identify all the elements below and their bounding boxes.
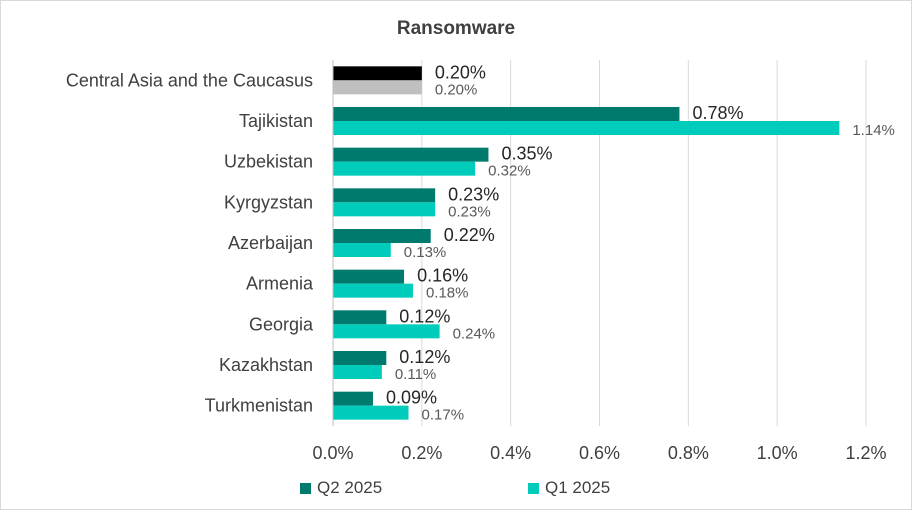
bar-q1 xyxy=(333,121,840,135)
bar-q2 xyxy=(333,229,431,243)
category-label: Tajikistan xyxy=(239,111,313,131)
data-label-q1: 0.20% xyxy=(435,81,478,98)
data-label-q1: 0.13% xyxy=(404,244,447,261)
data-label-q1: 0.18% xyxy=(426,285,469,302)
bar-q2 xyxy=(333,269,405,284)
data-label-q1: 1.14% xyxy=(852,122,895,139)
category-label: Georgia xyxy=(249,314,314,334)
bar-q1 xyxy=(333,283,413,298)
category-label: Central Asia and the Caucasus xyxy=(66,70,313,90)
data-label-q1: 0.24% xyxy=(453,325,496,342)
x-tick-label: 1.2% xyxy=(845,443,886,463)
bar-q1 xyxy=(333,243,391,257)
bar-q2 xyxy=(333,310,387,325)
category-label: Azerbaijan xyxy=(228,233,313,253)
bar-q2 xyxy=(333,391,373,406)
x-tick-label: 1.0% xyxy=(757,443,798,463)
bar-q2 xyxy=(333,107,680,121)
bar-q2 xyxy=(333,66,422,81)
x-tick-label: 0.8% xyxy=(668,443,709,463)
category-label: Armenia xyxy=(246,274,314,294)
x-tick-label: 0.4% xyxy=(490,443,531,463)
bar-q1 xyxy=(333,161,476,176)
chart-title: Ransomware xyxy=(396,18,516,39)
x-tick-label: 0.2% xyxy=(401,443,442,463)
data-label-q2: 0.78% xyxy=(692,103,743,123)
bar-q2 xyxy=(333,351,387,365)
category-label: Kazakhstan xyxy=(219,355,313,375)
data-label-q2: 0.20% xyxy=(435,62,486,82)
data-label-q2: 0.09% xyxy=(386,388,437,408)
legend-item-q2: Q2 2025 xyxy=(300,478,382,498)
legend-label-q1: Q1 2025 xyxy=(545,478,611,497)
data-label-q1: 0.23% xyxy=(448,203,491,220)
data-label-q2: 0.22% xyxy=(444,225,495,245)
legend-swatch-q1 xyxy=(528,482,539,494)
category-label: Uzbekistan xyxy=(224,152,313,172)
data-label-q2: 0.23% xyxy=(448,184,499,204)
bar-q1 xyxy=(333,202,436,217)
x-tick-label: 0.6% xyxy=(579,443,620,463)
data-label-q1: 0.17% xyxy=(422,407,465,424)
data-label-q2: 0.12% xyxy=(399,306,450,326)
bar-q2 xyxy=(333,188,436,203)
data-label-q2: 0.16% xyxy=(417,266,468,286)
bar-q1 xyxy=(333,80,422,95)
data-label-q1: 0.11% xyxy=(395,366,436,383)
bar-q1 xyxy=(333,405,409,420)
data-label-q2: 0.12% xyxy=(399,347,450,367)
category-label: Turkmenistan xyxy=(205,396,313,416)
data-label-q2: 0.35% xyxy=(501,144,552,164)
x-tick-label: 0.0% xyxy=(312,443,353,463)
bar-q1 xyxy=(333,324,440,339)
data-label-q1: 0.32% xyxy=(488,163,531,180)
legend-swatch-q2 xyxy=(300,482,311,494)
bar-q1 xyxy=(333,365,382,379)
legend-label-q2: Q2 2025 xyxy=(317,478,383,497)
category-label: Kyrgyzstan xyxy=(224,192,313,212)
bar-q2 xyxy=(333,147,489,162)
legend-item-q1: Q1 2025 xyxy=(528,478,610,498)
